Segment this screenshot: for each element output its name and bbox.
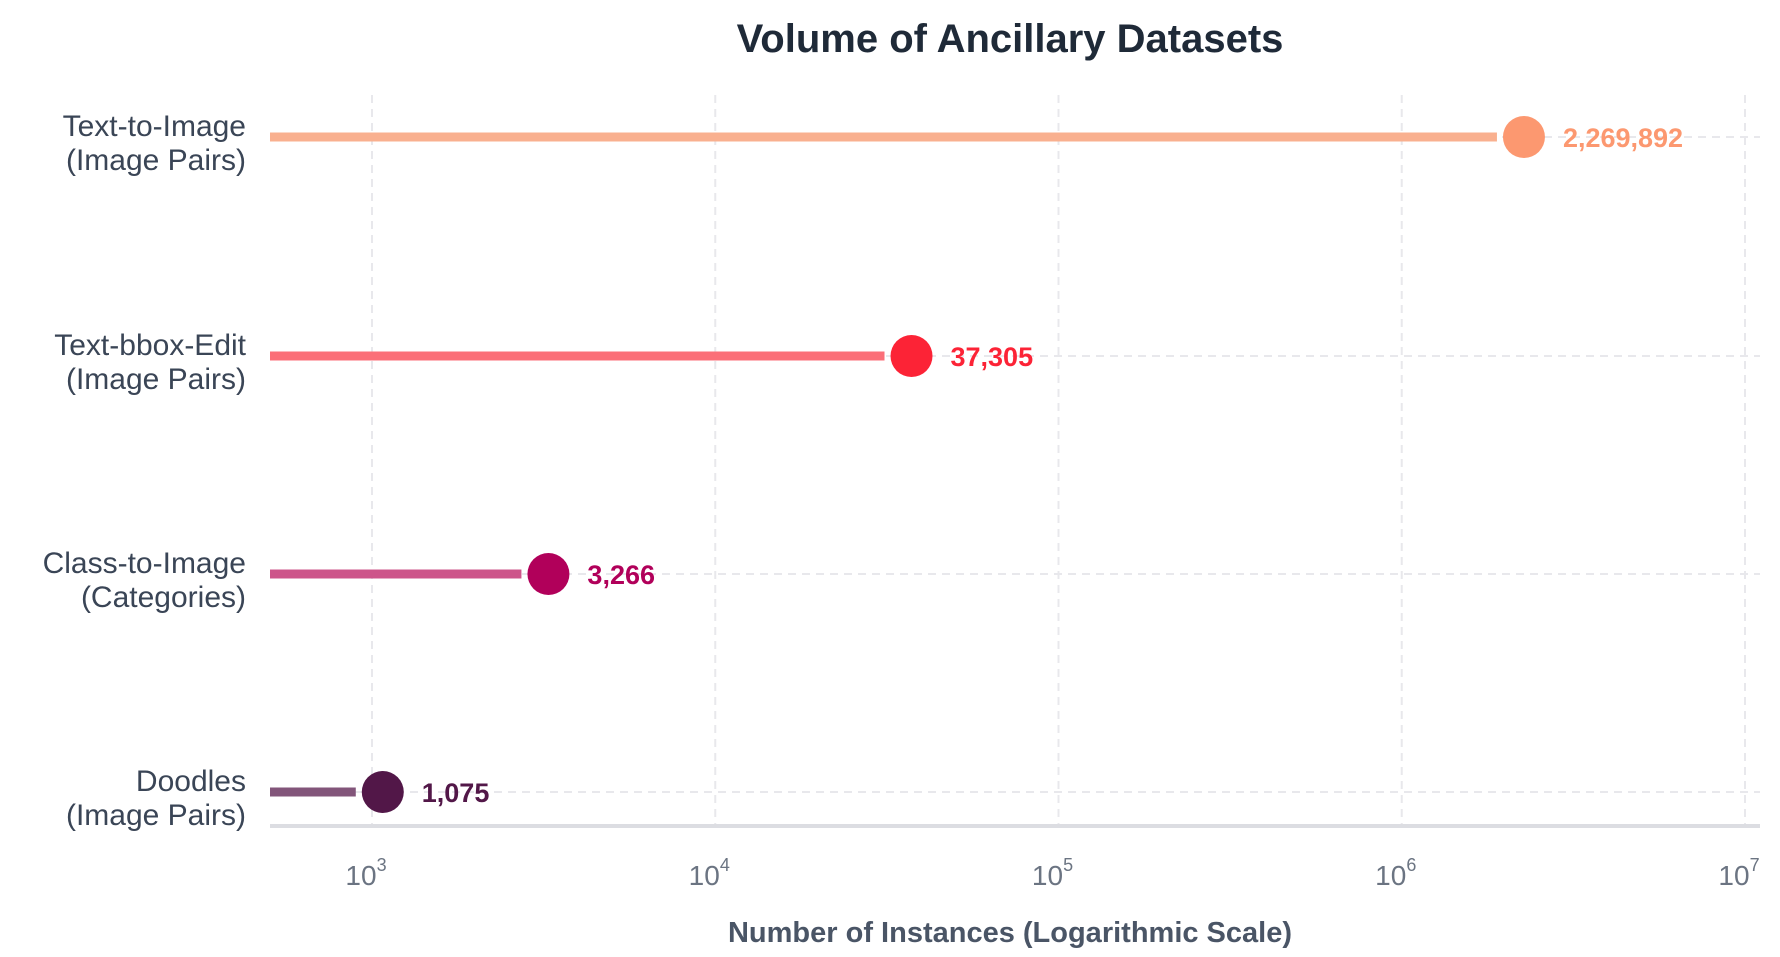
category-label-line2: (Image Pairs) — [66, 363, 246, 396]
lollipop-dot — [527, 553, 570, 595]
grid — [270, 95, 1760, 826]
x-axis-title: Number of Instances (Logarithmic Scale) — [728, 917, 1292, 949]
x-tick-label: 106 — [1375, 855, 1416, 891]
value-label: 37,305 — [951, 342, 1034, 372]
value-label: 2,269,892 — [1563, 123, 1683, 153]
tick-base: 10 — [689, 860, 720, 891]
tick-base: 10 — [1375, 860, 1406, 891]
category-label-line2: (Image Pairs) — [66, 144, 246, 177]
category-label: Class-to-Image (Categories) — [43, 547, 246, 614]
category-label-line1: Text-to-Image — [63, 110, 246, 143]
lollipop-dot — [361, 771, 404, 813]
category-label-line1: Text-bbox-Edit — [54, 329, 246, 362]
chart-title: Volume of Ancillary Datasets — [737, 17, 1284, 61]
category-label: Text-to-Image (Image Pairs) — [63, 110, 246, 177]
tick-exponent: 3 — [377, 855, 387, 875]
x-tick-label: 105 — [1032, 855, 1073, 891]
lollipop-dot — [890, 335, 933, 377]
tick-exponent: 6 — [1406, 855, 1416, 875]
tick-exponent: 4 — [720, 855, 730, 875]
tick-base: 10 — [1718, 860, 1749, 891]
category-label: Doodles (Image Pairs) — [66, 765, 246, 832]
tick-base: 10 — [345, 860, 376, 891]
category-label-line1: Class-to-Image — [43, 547, 246, 580]
x-tick-label: 104 — [689, 855, 730, 891]
x-tick-label: 107 — [1718, 855, 1759, 891]
tick-base: 10 — [1032, 860, 1063, 891]
category-label-line1: Doodles — [136, 765, 246, 798]
x-tick-label: 103 — [345, 855, 386, 891]
x-axis: 103 104 105 106 107 — [270, 824, 1760, 891]
category-label-line2: (Image Pairs) — [66, 799, 246, 832]
category-label: Text-bbox-Edit (Image Pairs) — [54, 329, 246, 396]
tick-exponent: 5 — [1063, 855, 1073, 875]
lollipop-dot — [1502, 116, 1545, 158]
value-label: 3,266 — [587, 560, 655, 590]
tick-exponent: 7 — [1750, 855, 1760, 875]
category-label-line2: (Categories) — [81, 581, 246, 614]
value-label: 1,075 — [422, 778, 490, 808]
